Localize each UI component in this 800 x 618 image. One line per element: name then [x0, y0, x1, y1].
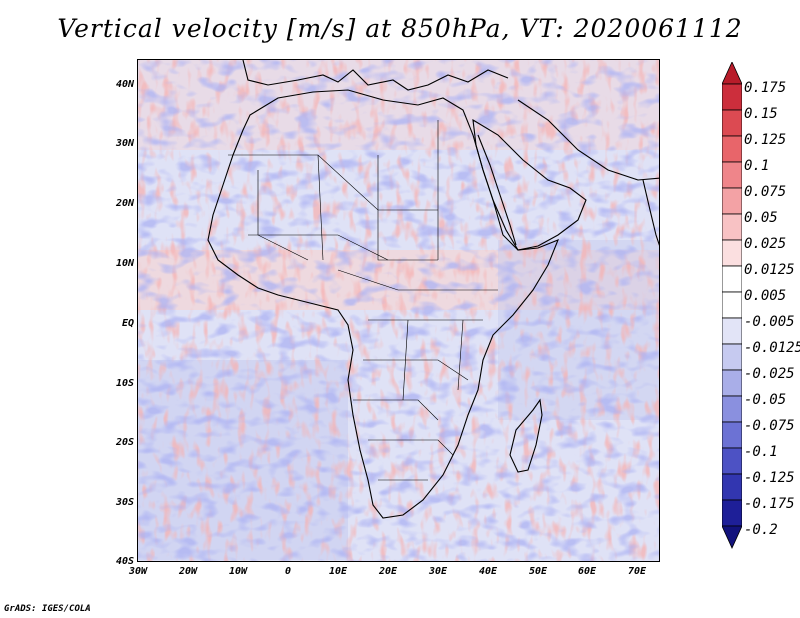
lat-label-40n: 40N	[115, 79, 134, 90]
iran-coastline	[517, 99, 659, 181]
colorbar-label: -0.025	[744, 366, 795, 382]
colorbar-label: -0.005	[744, 314, 795, 330]
lat-label-eq: EQ	[121, 318, 134, 329]
coastlines	[207, 60, 659, 519]
lon-label-30w: 30W	[128, 566, 148, 577]
india-coastline	[642, 179, 659, 246]
colorbar-segment	[722, 343, 742, 371]
colorbar-segment	[722, 109, 742, 137]
colorbar-segment	[722, 187, 742, 215]
colorbar-segment	[722, 135, 742, 163]
lon-label-40e: 40E	[478, 566, 498, 577]
colorbar-segment	[722, 239, 742, 267]
colorbar-label: -0.1	[744, 444, 778, 460]
lat-label-10s: 10S	[115, 378, 134, 389]
colorbar-label: -0.175	[744, 496, 795, 512]
colorbar-label: 0.175	[744, 80, 787, 96]
map-svg	[138, 60, 659, 561]
colorbar-segment	[722, 291, 742, 319]
colorbar-segment	[722, 213, 742, 241]
lon-label-50e: 50E	[528, 566, 548, 577]
lat-label-20n: 20N	[115, 198, 134, 209]
colorbar-top-arrow	[722, 62, 742, 85]
africa-coastline	[207, 89, 559, 519]
colorbar-segment	[722, 317, 742, 345]
colorbar-label: 0.15	[744, 106, 778, 122]
lon-label-70e: 70E	[627, 566, 647, 577]
downward-motion-texture	[138, 60, 659, 561]
colorbar	[722, 62, 742, 549]
lon-label-10w: 10W	[228, 566, 248, 577]
colorbar-segment	[722, 473, 742, 501]
lat-label-40s: 40S	[115, 556, 134, 567]
madagascar-coastline	[509, 398, 543, 473]
map-title: Vertical velocity [m/s] at 850hPa, VT: 2…	[57, 14, 743, 43]
colorbar-bottom-arrow	[722, 525, 742, 549]
colorbar-segment	[722, 447, 742, 475]
colorbar-label: 0.025	[744, 236, 787, 252]
colorbar-label: 0.05	[744, 210, 778, 226]
lat-label-30s: 30S	[115, 497, 134, 508]
colorbar-label: 0.1	[744, 158, 770, 174]
colorbar-label: 0.125	[744, 132, 787, 148]
lon-label-0: 0	[284, 566, 292, 577]
lon-label-20w: 20W	[178, 566, 198, 577]
country-borders	[228, 120, 498, 481]
lat-label-30n: 30N	[115, 138, 134, 149]
lon-label-20e: 20E	[378, 566, 398, 577]
colorbar-label: -0.2	[744, 522, 778, 538]
europe-coastline	[242, 60, 509, 91]
colorbar-label: 0.005	[744, 288, 787, 304]
lon-label-30e: 30E	[428, 566, 448, 577]
colorbar-segment	[722, 395, 742, 423]
colorbar-label: -0.0125	[744, 340, 800, 356]
colorbar-segment	[722, 421, 742, 449]
grads-credit: GrADS: IGES/COLA	[4, 604, 91, 614]
colorbar-segment	[722, 369, 742, 397]
colorbar-segment	[722, 83, 742, 111]
red-sea-coastline	[477, 134, 517, 246]
colorbar-segment	[722, 265, 742, 293]
colorbar-segment	[722, 161, 742, 189]
arabia-coastline	[472, 118, 587, 251]
colorbar-segment	[722, 499, 742, 527]
colorbar-label: -0.075	[744, 418, 795, 434]
colorbar-label: -0.125	[744, 470, 795, 486]
colorbar-label: -0.05	[744, 392, 787, 408]
lon-label-10e: 10E	[328, 566, 348, 577]
lon-label-60e: 60E	[577, 566, 597, 577]
lat-label-10n: 10N	[115, 258, 134, 269]
map-panel	[137, 59, 660, 562]
lat-label-20s: 20S	[115, 437, 134, 448]
colorbar-label: 0.0125	[744, 262, 795, 278]
colorbar-label: 0.075	[744, 184, 787, 200]
